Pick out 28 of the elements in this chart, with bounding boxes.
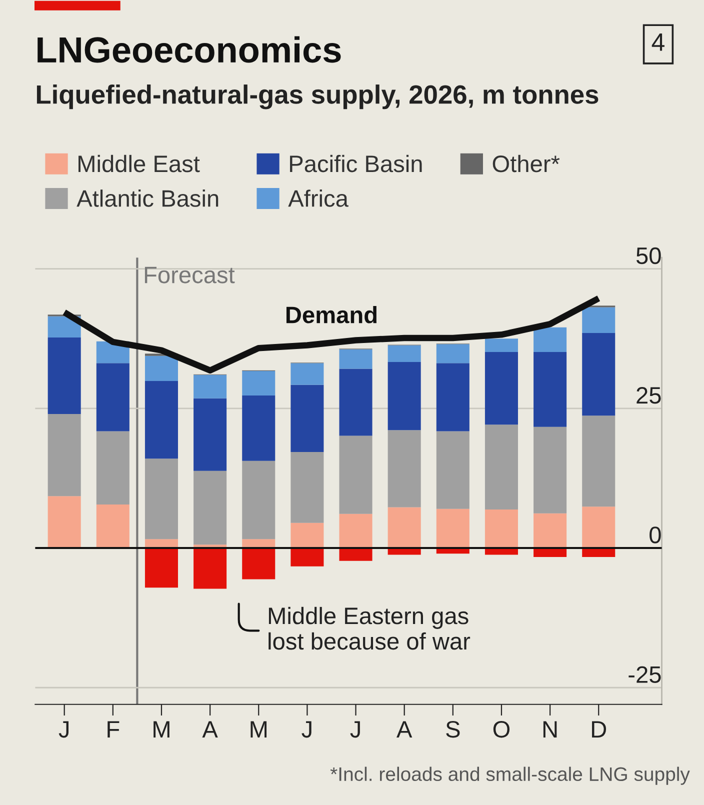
x-tick-label: A (396, 721, 412, 738)
x-tick-label: F (108, 721, 120, 738)
x-tick-label: J (302, 721, 312, 738)
x-tick-label: M (154, 721, 170, 738)
ref-line-label: Forecast (144, 266, 235, 284)
legend-label: Atlantic Basin (76, 190, 218, 207)
x-tick-label: N (543, 721, 557, 738)
annotation: Middle Eastern gas lost because of war (268, 606, 470, 650)
chart-subtitle: Liquefied-natural-gas supply, 2026, m tonnes (36, 84, 598, 110)
x-tick-label: J (350, 721, 360, 738)
x-tick-label: A (202, 721, 218, 738)
x-tick-label: S (446, 720, 460, 738)
legend-label: Middle East (78, 154, 200, 172)
legend-label: Other* (492, 154, 560, 172)
legend-label: Africa (288, 190, 348, 207)
chart-title: LNGeoeconomics (38, 36, 341, 63)
series-label: Demand (286, 306, 377, 324)
x-tick-label: D (592, 721, 606, 738)
y-tick-label: 50 (636, 247, 661, 264)
x-tick-label: J (58, 721, 68, 738)
legend-label: Pacific Basin (290, 154, 422, 172)
text: *Incl. reloads and small-scale LNG supply (330, 766, 690, 785)
x-tick-label: O (493, 720, 510, 738)
x-tick-label: M (250, 721, 267, 738)
y-tick-label: -25 (628, 666, 661, 683)
y-tick-label: 0 (650, 526, 661, 544)
y-tick-label: 25 (636, 387, 661, 404)
text: 4 (652, 34, 664, 51)
